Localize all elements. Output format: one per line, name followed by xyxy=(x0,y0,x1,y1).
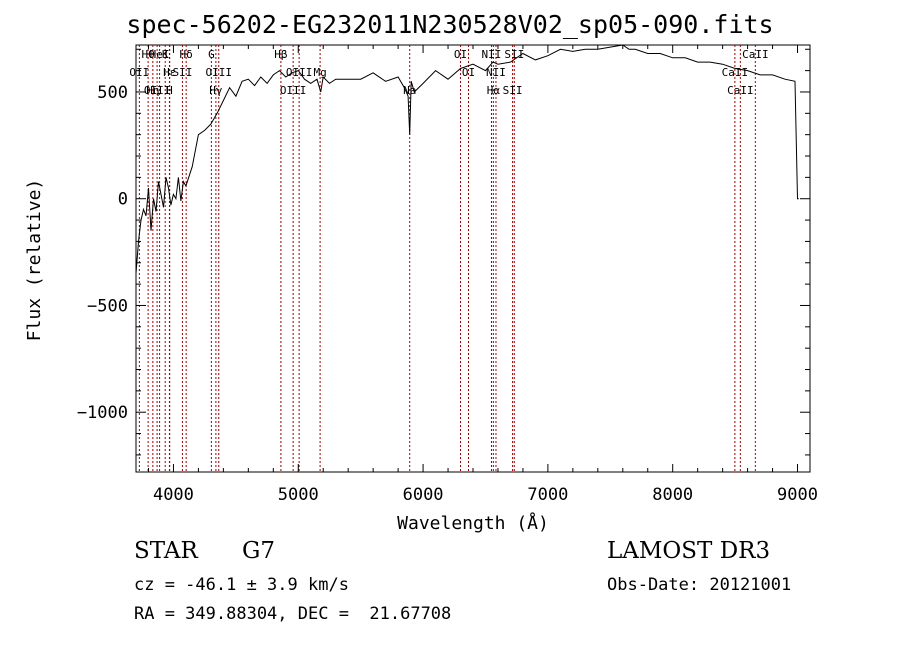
line-labels: HθOIIOIIIKHεHηHeISIIHHδOIIIHγGOIIIOIIIHβ… xyxy=(129,48,768,97)
line-label: Hθ xyxy=(141,48,154,61)
chart-title: spec-56202-EG232011N230528V02_sp05-090.f… xyxy=(126,10,774,39)
y-axis: 500 0 −500 −1000 xyxy=(77,48,810,456)
x-tick-label: 4000 xyxy=(153,485,194,505)
survey-name: LAMOST DR3 xyxy=(607,538,771,564)
y-axis-label: Flux (relative) xyxy=(24,179,45,342)
line-label: Hδ xyxy=(180,48,193,61)
x-tick-label: 7000 xyxy=(527,485,568,505)
y-tick-label: 500 xyxy=(97,83,128,103)
y-tick-label: −500 xyxy=(87,296,128,316)
line-label: Hγ xyxy=(209,84,223,97)
line-label: NII xyxy=(482,48,502,61)
y-tick-label: 0 xyxy=(118,190,128,210)
line-label: SII xyxy=(503,84,523,97)
object-subclass: G7 xyxy=(242,538,276,564)
line-label: SII xyxy=(172,66,192,79)
coordinates: RA = 349.88304, DEC = 21.67708 xyxy=(134,604,452,624)
line-label: OIII xyxy=(206,66,233,79)
x-axis: 4000 5000 6000 7000 8000 9000 xyxy=(147,45,818,505)
line-label: OIII xyxy=(144,84,171,97)
spectrum-series-line xyxy=(135,44,799,274)
line-label: OII xyxy=(129,66,149,79)
line-label: Hβ xyxy=(274,48,288,61)
object-class: STAR xyxy=(134,538,198,564)
redshift-value: cz = -46.1 ± 3.9 km/s xyxy=(134,575,349,595)
line-label: Hε xyxy=(163,66,176,79)
line-label: H xyxy=(166,84,173,97)
line-label: Hη xyxy=(146,84,159,97)
line-label: OI xyxy=(462,66,475,79)
line-label: OI xyxy=(454,48,467,61)
line-label: CaII xyxy=(727,84,754,97)
line-label: CaII xyxy=(742,48,769,61)
plot-frame xyxy=(135,44,811,473)
x-axis-label: Wavelength (Å) xyxy=(397,512,549,534)
x-tick-label: 9000 xyxy=(777,485,818,505)
line-markers xyxy=(138,45,756,472)
x-tick-label: 8000 xyxy=(652,485,693,505)
line-label: HeI xyxy=(150,48,170,61)
line-label: NII xyxy=(486,66,506,79)
line-label: Hα xyxy=(487,84,501,97)
line-label: Mg xyxy=(313,66,326,79)
y-tick-label: −1000 xyxy=(77,403,128,423)
line-label: OIII xyxy=(280,84,307,97)
x-tick-label: 6000 xyxy=(403,485,444,505)
x-tick-label: 5000 xyxy=(278,485,319,505)
line-label: K xyxy=(162,48,169,61)
observation-date: Obs-Date: 20121001 xyxy=(607,575,792,595)
line-label: G xyxy=(208,48,215,61)
line-label: SII xyxy=(504,48,524,61)
